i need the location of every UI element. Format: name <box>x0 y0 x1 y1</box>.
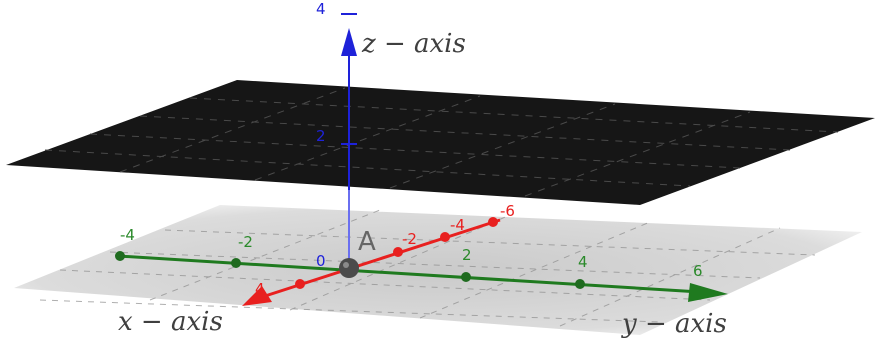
z-axis-title: z − axis <box>361 29 466 59</box>
y-tick-label-neg2: -2 <box>238 233 253 251</box>
y-axis-arrowhead <box>688 283 728 302</box>
x-tick-label-neg2: -2 <box>402 230 417 248</box>
y-tick-label-2: 2 <box>462 246 472 264</box>
origin-label: 0 <box>316 252 326 270</box>
y-axis-title: y − axis <box>621 309 727 339</box>
floor-grid <box>39 209 816 327</box>
y-axis-ticks <box>115 251 585 289</box>
xy-floor-plane <box>14 205 862 335</box>
horizontal-plane[interactable] <box>6 80 875 205</box>
x-tick-label-neg6: -6 <box>500 202 515 220</box>
point-a-highlight <box>343 262 349 268</box>
x-axis-ticks <box>295 217 498 289</box>
y-tick-label-neg4: -4 <box>120 226 135 244</box>
point-a-label: A <box>358 227 376 257</box>
plane-grid <box>44 87 839 197</box>
point-a[interactable] <box>339 258 359 278</box>
z-tick-label-2: 2 <box>316 127 326 145</box>
x-tick-label-neg4: -4 <box>450 216 465 234</box>
y-tick-label-4: 4 <box>578 253 588 271</box>
z-axis-arrowhead <box>341 28 357 56</box>
y-axis-line <box>117 254 701 294</box>
y-tick-label-6: 6 <box>693 262 703 280</box>
x-axis-arrowhead <box>242 286 272 306</box>
z-tick-label-4: 4 <box>316 0 326 18</box>
x-tick-label-4: 4 <box>255 280 265 298</box>
x-axis-title: x − axis <box>118 307 223 337</box>
